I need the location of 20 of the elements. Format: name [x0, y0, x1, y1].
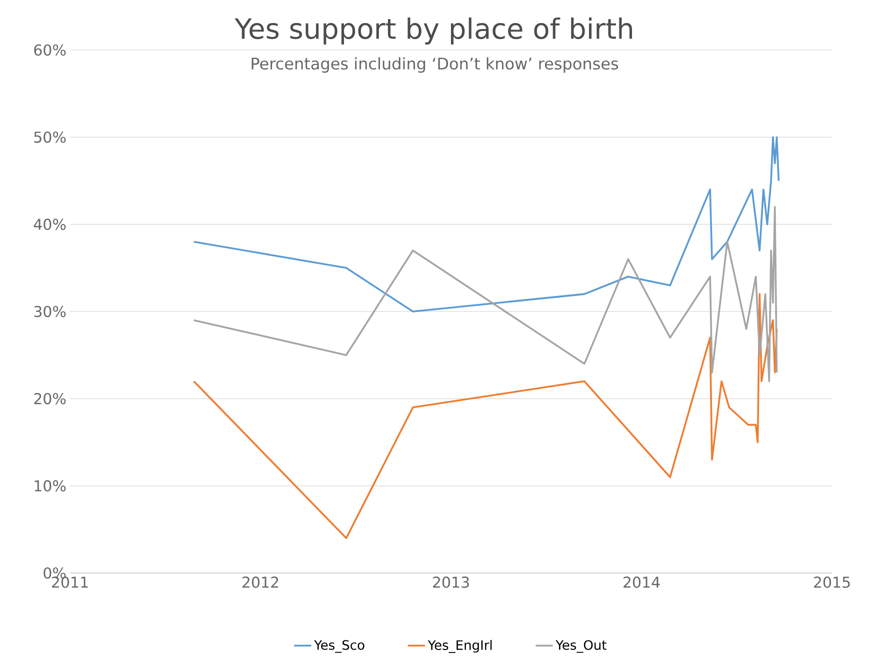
x-tick-label: 2011: [52, 576, 88, 588]
legend-label: Yes_Out: [556, 640, 606, 653]
y-tick-label: 10%: [34, 480, 66, 492]
legend-label: Yes_EngIrl: [428, 640, 492, 653]
y-tick-label: 20%: [34, 392, 66, 404]
y-tick-label: 60%: [34, 44, 66, 56]
chart-title: Yes support by place of birth: [234, 17, 632, 45]
line-series: [192, 136, 780, 312]
x-tick-label: 2012: [242, 576, 278, 588]
line-series: [192, 206, 778, 382]
y-tick-label: 40%: [34, 218, 66, 230]
line-series: [192, 293, 778, 540]
legend-label: Yes_Sco: [314, 640, 364, 653]
x-tick-label: 2015: [814, 576, 850, 588]
x-tick-label: 2013: [433, 576, 469, 588]
y-tick-label: 0%: [44, 567, 66, 579]
chart-subtitle: Percentages including ‘Don’t know’ responses: [252, 57, 618, 73]
x-tick-label: 2014: [624, 576, 660, 588]
y-tick-label: 50%: [34, 131, 66, 143]
y-tick-label: 30%: [34, 306, 66, 318]
